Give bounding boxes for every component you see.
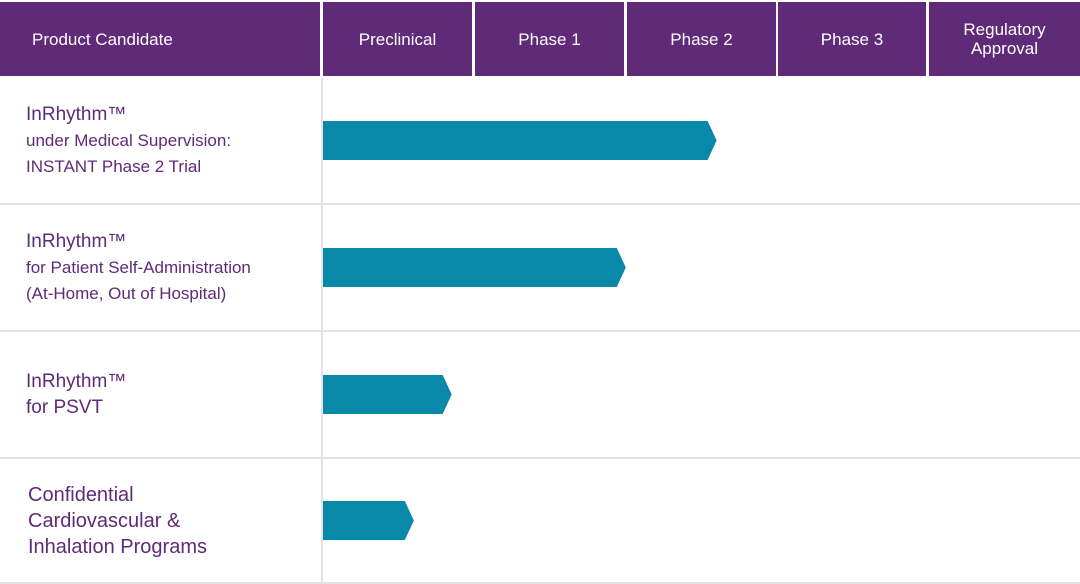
product-subtitle: under Medical Supervision: xyxy=(26,131,232,150)
header-stage-preclinical: Preclinical xyxy=(323,2,472,76)
header-stage-phase-2: Phase 2 xyxy=(627,2,776,76)
product-name: Confidential Cardiovascular & Inhalation… xyxy=(0,459,320,582)
header-stage-regulatory-approval: Regulatory Approval xyxy=(929,2,1080,76)
product-detail: Inhalation Programs xyxy=(28,535,207,558)
product-subtitle: for PSVT xyxy=(26,397,104,418)
pipeline-row: InRhythm™ under Medical Supervision: INS… xyxy=(0,78,1080,205)
product-title: Confidential xyxy=(28,483,134,506)
progress-bar xyxy=(323,248,626,287)
pipeline-row: InRhythm™ for PSVT xyxy=(0,332,1080,459)
product-subtitle: for Patient Self-Administration xyxy=(26,258,251,277)
progress-bar xyxy=(323,501,414,540)
header-stage-phase-1: Phase 1 xyxy=(475,2,624,76)
progress-bar xyxy=(323,121,717,160)
product-title: InRhythm™ xyxy=(26,231,127,252)
product-detail: INSTANT Phase 2 Trial xyxy=(26,157,202,176)
column-divider xyxy=(321,78,323,584)
product-name: InRhythm™ under Medical Supervision: INS… xyxy=(0,78,320,203)
header-row: Product Candidate Preclinical Phase 1 Ph… xyxy=(0,0,1080,78)
product-subtitle: Cardiovascular & xyxy=(28,509,181,532)
product-title: InRhythm™ xyxy=(26,371,127,392)
header-product-candidate: Product Candidate xyxy=(0,2,320,76)
progress-bar xyxy=(323,375,452,414)
product-detail: (At-Home, Out of Hospital) xyxy=(26,284,227,303)
pipeline-row: InRhythm™ for Patient Self-Administratio… xyxy=(0,205,1080,332)
product-name: InRhythm™ for PSVT xyxy=(0,332,320,457)
header-stage-phase-3: Phase 3 xyxy=(778,2,926,76)
product-title: InRhythm™ xyxy=(26,104,127,125)
pipeline-row: Confidential Cardiovascular & Inhalation… xyxy=(0,459,1080,584)
product-name: InRhythm™ for Patient Self-Administratio… xyxy=(0,205,320,330)
